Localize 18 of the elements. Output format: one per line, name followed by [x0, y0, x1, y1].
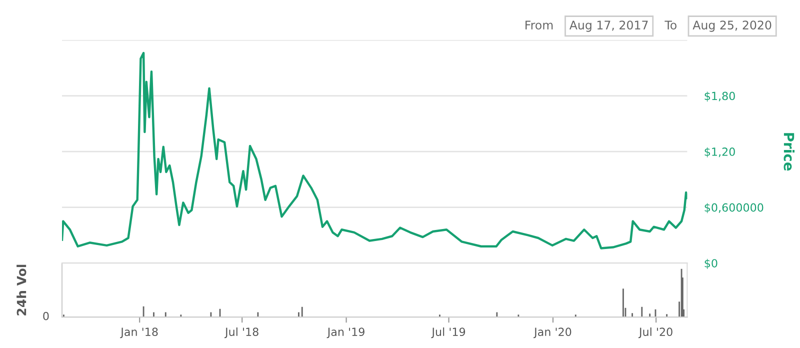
x-tick-label: Jan '19: [326, 328, 364, 338]
y-tick-label: $1,20: [704, 147, 735, 158]
text: To: [664, 20, 676, 30]
text: Aug 17, 2017: [569, 20, 648, 32]
x-tick-label: Jan '18: [120, 328, 158, 338]
line-series: [62, 52, 688, 250]
x-tick-label: Jul '18: [224, 327, 258, 338]
text: 0: [43, 312, 49, 320]
y-tick-label: $0: [704, 258, 718, 269]
text: Aug 25, 2020: [692, 20, 772, 32]
y-tick-label: $1,80: [704, 92, 735, 102]
x-tick-label: Jul '20: [638, 327, 672, 338]
x-tick-label: Jan '20: [533, 328, 572, 338]
y-axis-title: Price: [784, 133, 795, 171]
y-tick-label: $0,600000: [704, 203, 764, 214]
text: From: [526, 20, 553, 30]
y-axis-title: 24h Vol: [16, 264, 26, 316]
x-tick-label: Jul '19: [431, 327, 466, 338]
